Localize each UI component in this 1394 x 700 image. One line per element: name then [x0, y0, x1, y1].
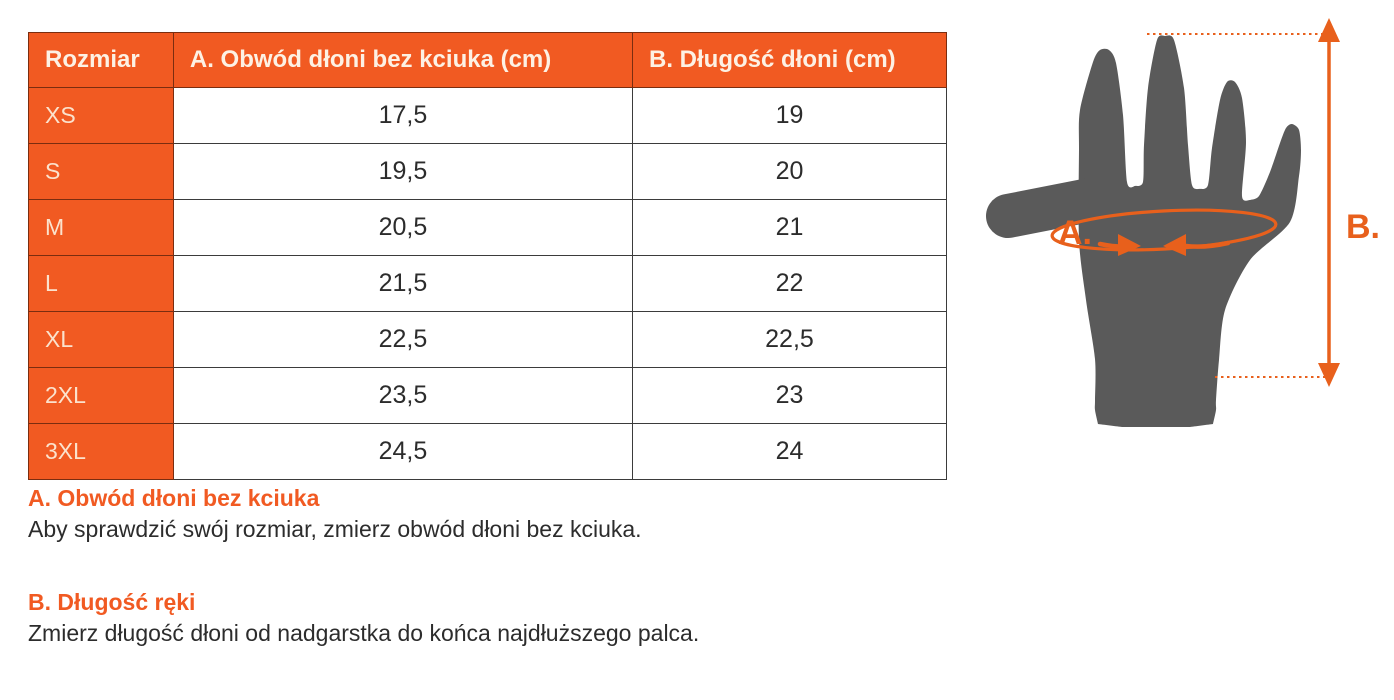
svg-text:A.: A. — [1058, 214, 1092, 252]
svg-text:B.: B. — [1346, 208, 1380, 246]
